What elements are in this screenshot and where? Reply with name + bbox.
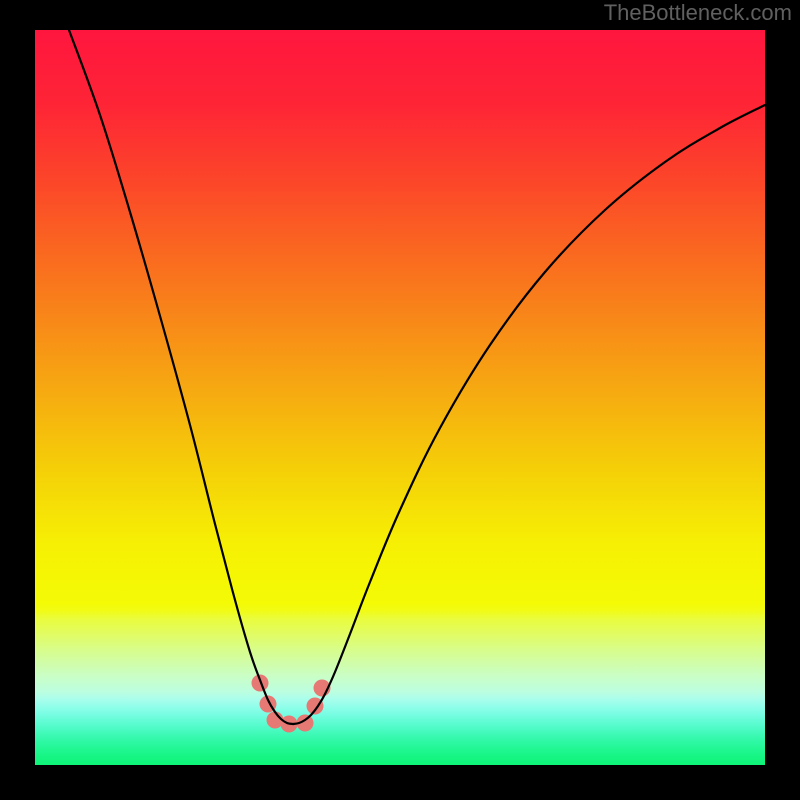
chart-svg xyxy=(35,30,765,765)
data-marker xyxy=(281,716,298,733)
data-marker xyxy=(260,696,277,713)
watermark-text: TheBottleneck.com xyxy=(604,0,792,26)
data-marker xyxy=(314,680,331,697)
bottleneck-curve xyxy=(293,105,765,724)
data-marker xyxy=(297,715,314,732)
marker-group xyxy=(252,675,331,733)
data-marker xyxy=(307,698,324,715)
plot-area xyxy=(35,30,765,765)
data-marker xyxy=(267,712,284,729)
data-marker xyxy=(252,675,269,692)
bottleneck-curve xyxy=(69,30,293,724)
